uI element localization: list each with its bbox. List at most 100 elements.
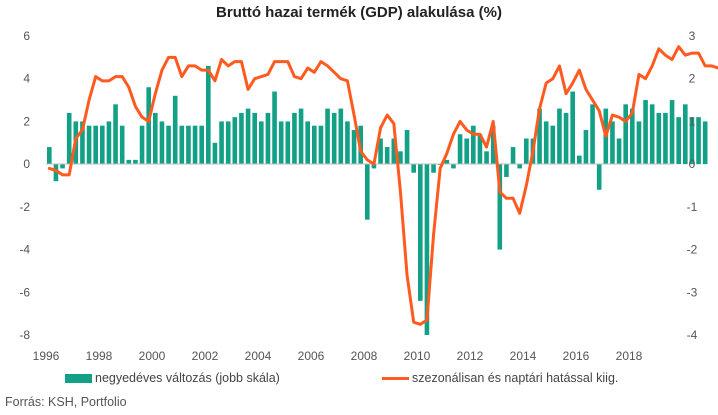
bar	[113, 104, 118, 165]
bar	[225, 121, 231, 165]
bar	[583, 129, 589, 165]
bar	[119, 125, 125, 165]
bar	[172, 95, 178, 165]
bar	[590, 104, 595, 165]
bar	[146, 87, 151, 165]
bar	[106, 121, 112, 165]
bar	[166, 125, 171, 165]
bar	[318, 125, 324, 165]
bar	[418, 164, 423, 301]
legend-item-bars: negyedéves változás (jobb skála)	[65, 371, 280, 385]
bar	[60, 164, 65, 169]
x-tick-label: 2000	[139, 349, 166, 363]
legend-label-bars: negyedéves változás (jobb skála)	[95, 371, 280, 385]
y-left-tick-label: 6	[23, 29, 30, 43]
bar	[199, 125, 204, 165]
bar	[431, 164, 436, 173]
bar	[384, 147, 390, 165]
bar	[285, 121, 291, 165]
legend-item-line: szezonálisan és naptári hatással kiig.	[382, 371, 618, 385]
legend: negyedéves változás (jobb skála) szezoná…	[0, 371, 718, 389]
bar	[398, 151, 403, 165]
bar	[497, 164, 503, 250]
bar	[192, 125, 198, 165]
bar	[245, 108, 251, 165]
bar	[305, 121, 310, 165]
bar	[649, 104, 655, 165]
series-line	[47, 45, 718, 326]
bar	[259, 121, 264, 165]
bar	[543, 121, 549, 165]
x-tick-label: 2006	[298, 349, 325, 363]
bar	[616, 138, 622, 165]
bar	[100, 125, 105, 165]
y-left-tick-label: -6	[19, 285, 30, 299]
y-right-tick-label: 1	[689, 114, 696, 128]
bar	[424, 164, 430, 335]
bar	[47, 147, 52, 165]
bar	[444, 159, 450, 165]
bar	[139, 125, 145, 165]
line-layer	[47, 45, 718, 326]
y-left-tick-label: 4	[23, 72, 30, 86]
x-axis-ticks: 1996 1998 2000 2002 2004 2006 2008 2010 2012 2014…	[33, 349, 643, 363]
bar	[292, 112, 297, 165]
legend-swatch-line	[382, 376, 409, 380]
x-tick-label: 2016	[563, 349, 590, 363]
bar	[550, 125, 556, 165]
bar	[510, 147, 516, 165]
bars-layer	[47, 65, 708, 335]
bar	[265, 112, 271, 165]
legend-label-line: szezonálisan és naptári hatással kiig.	[412, 371, 619, 385]
bar	[212, 142, 218, 165]
bar	[696, 117, 701, 165]
bar	[86, 125, 92, 165]
bar	[272, 91, 277, 165]
chart-title: Bruttó hazai termék (GDP) alakulása (%)	[216, 4, 502, 21]
legend-swatch-bars	[65, 373, 92, 383]
bar	[278, 121, 284, 165]
bar	[153, 112, 158, 165]
bar	[524, 138, 529, 165]
bar	[391, 138, 397, 165]
bar	[411, 164, 416, 173]
bar	[239, 112, 244, 165]
bar	[630, 108, 635, 165]
bar	[298, 108, 304, 165]
bar	[338, 108, 344, 165]
y-left-tick-label: -4	[19, 243, 30, 257]
bar	[219, 121, 224, 165]
x-tick-label: 2004	[245, 349, 272, 363]
bar	[437, 164, 443, 165]
x-tick-label: 2012	[457, 349, 484, 363]
bar	[93, 125, 98, 165]
bar	[669, 100, 675, 165]
bar	[517, 164, 522, 169]
bar	[537, 108, 542, 165]
y-right-tick-label: -4	[687, 328, 698, 342]
x-tick-label: 1996	[33, 349, 60, 363]
bar	[186, 125, 191, 165]
y-right-tick-label: 3	[689, 29, 696, 43]
bar	[133, 159, 138, 165]
source-note: Forrás: KSH, Portfolio	[5, 395, 127, 409]
bar	[596, 164, 602, 190]
bar	[689, 117, 695, 165]
y-left-tick-label: -8	[19, 328, 30, 342]
bar	[252, 112, 257, 165]
bar	[563, 112, 569, 165]
bar	[53, 164, 59, 182]
bar	[80, 121, 85, 165]
left-axis-ticks: -8 -6 -4 -2 0 2 4 6	[19, 29, 30, 342]
bar	[66, 112, 72, 165]
x-tick-label: 2008	[351, 349, 378, 363]
bar	[471, 125, 476, 165]
bar	[371, 164, 377, 169]
y-left-tick-label: 2	[23, 114, 30, 128]
bar	[610, 121, 615, 165]
bar	[126, 159, 132, 165]
bar	[345, 121, 350, 165]
bar	[643, 100, 648, 165]
bar	[206, 65, 211, 165]
